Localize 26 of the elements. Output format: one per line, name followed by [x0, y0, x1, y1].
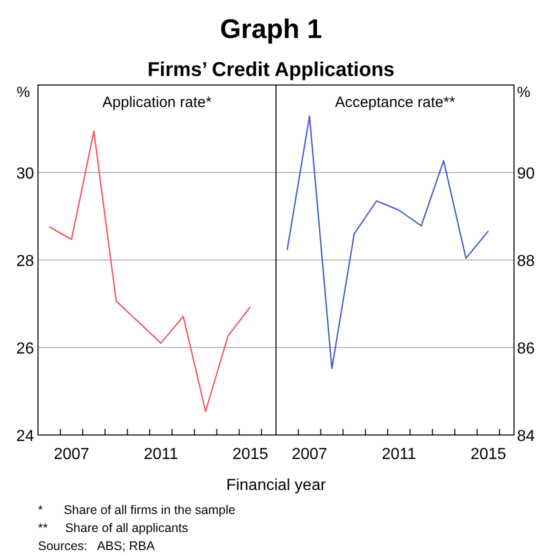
y-tick-label: 26	[16, 340, 34, 358]
y2-tick-label: 90	[517, 166, 535, 182]
source-note: Sources: ABS; RBA	[38, 539, 156, 553]
chart-title: Graph 1	[220, 14, 322, 44]
y2-tick-label: 86	[517, 340, 535, 358]
y-axis-title: %	[16, 84, 30, 101]
y-tick-label: 28	[16, 253, 34, 270]
y2-tick-label: 88	[517, 253, 535, 270]
y2-tick-label: 84	[517, 428, 535, 445]
y2-axis-title: %	[517, 84, 530, 101]
chart-subtitle: Firms’ Credit Applications	[147, 59, 395, 81]
y-tick-label: 24	[16, 428, 34, 445]
line-series	[48, 130, 251, 412]
x-tick-label: 2011	[144, 446, 178, 463]
x-tick-label: 2015	[232, 446, 268, 463]
line-series	[286, 115, 489, 370]
x-tick-label: 2015	[470, 446, 506, 463]
x-tick-label: 2007	[54, 446, 90, 463]
series-label: Acceptance rate**	[334, 94, 456, 111]
series-label: Application rate*	[102, 94, 212, 111]
x-axis-title: Financial year	[226, 477, 326, 494]
text: * Share of all firms in the sample	[38, 503, 236, 517]
y-tick-label: 30	[16, 166, 34, 182]
x-tick-label: 2007	[292, 446, 328, 463]
x-tick-label: 2011	[382, 446, 416, 463]
text: ** Share of all applicants	[38, 521, 188, 535]
